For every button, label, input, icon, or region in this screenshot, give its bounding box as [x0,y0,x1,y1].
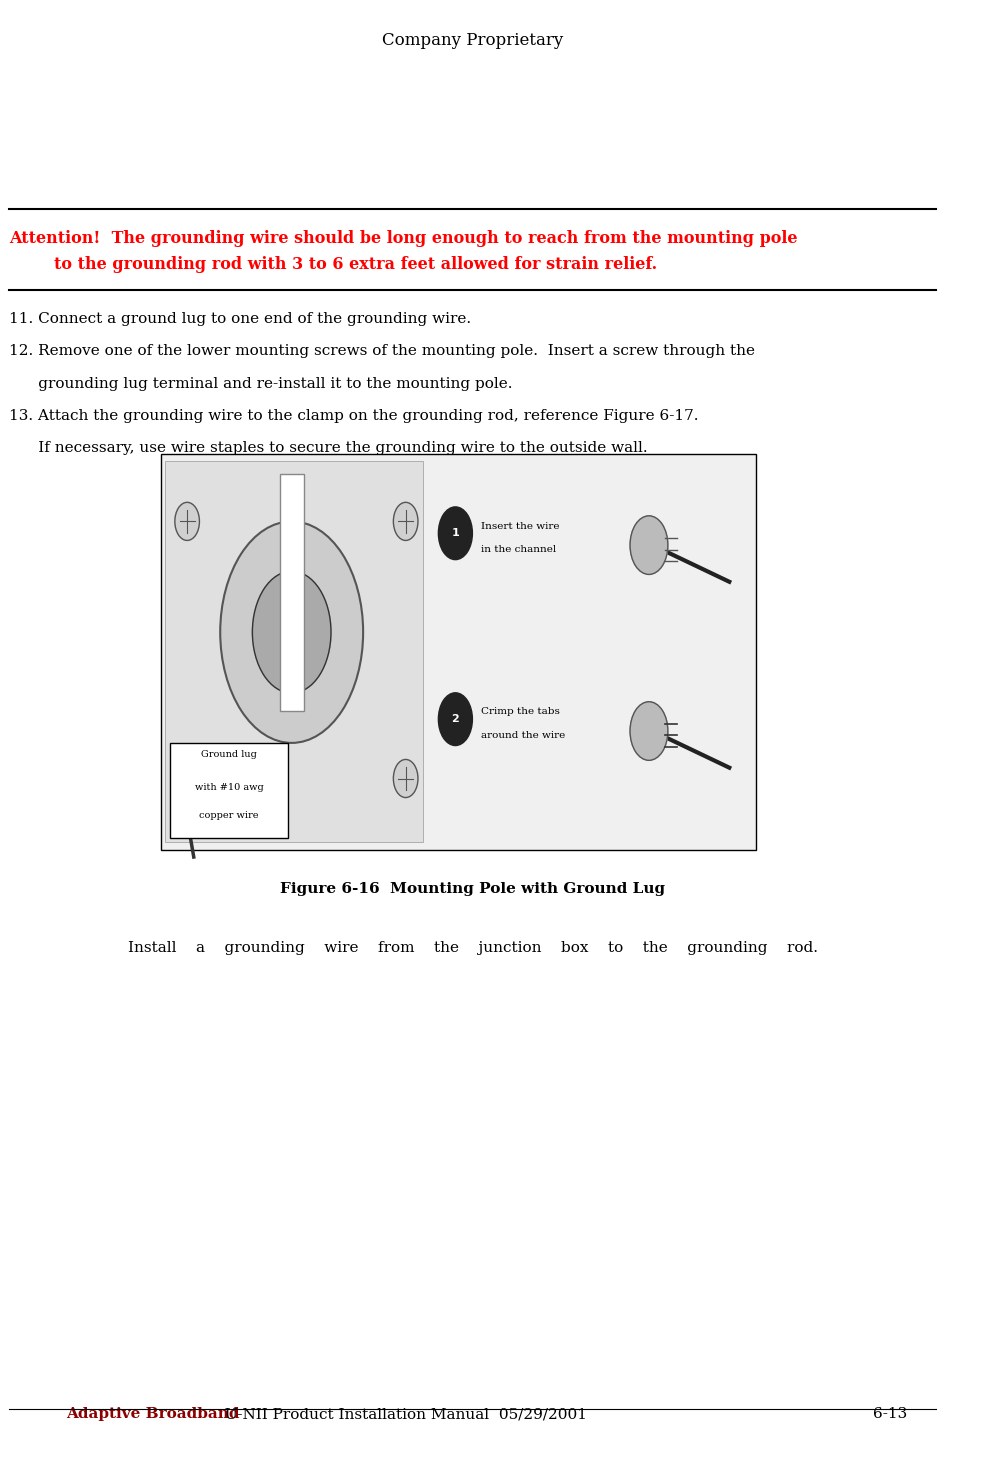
Text: 11. Connect a ground lug to one end of the grounding wire.: 11. Connect a ground lug to one end of t… [10,312,472,327]
Text: Ground lug: Ground lug [201,750,257,759]
Circle shape [393,759,418,797]
Text: with #10 awg: with #10 awg [195,782,264,791]
Text: 6-13: 6-13 [873,1406,907,1421]
Text: 1: 1 [451,529,459,538]
Bar [170,743,288,838]
Text: to the grounding rod with 3 to 6 extra feet allowed for strain relief.: to the grounding rod with 3 to 6 extra f… [10,256,657,274]
Text: 13. Attach the grounding wire to the clamp on the grounding rod, reference Figur: 13. Attach the grounding wire to the cla… [10,409,698,423]
Bar [166,461,423,842]
Bar [161,454,756,850]
Text: Attention!  The grounding wire should be long enough to reach from the mounting : Attention! The grounding wire should be … [10,230,798,248]
Bar [280,475,303,712]
Circle shape [252,571,331,693]
Text: copper wire: copper wire [199,812,259,820]
Circle shape [630,516,668,574]
Text: Company Proprietary: Company Proprietary [382,32,563,50]
Text: Install    a    grounding    wire    from    the    junction    box    to    the: Install a grounding wire from the juncti… [128,941,817,955]
Text: Crimp the tabs: Crimp the tabs [481,708,560,716]
Text: in the channel: in the channel [481,545,556,554]
Text: Adaptive Broadband: Adaptive Broadband [66,1406,239,1421]
Text: 12. Remove one of the lower mounting screws of the mounting pole.  Insert a scre: 12. Remove one of the lower mounting scr… [10,344,755,359]
Text: Figure 6-16  Mounting Pole with Ground Lug: Figure 6-16 Mounting Pole with Ground Lu… [280,882,665,897]
Circle shape [175,502,199,541]
Text: grounding lug terminal and re-install it to the mounting pole.: grounding lug terminal and re-install it… [10,377,513,391]
Text: U-NII Product Installation Manual  05/29/2001: U-NII Product Installation Manual 05/29/… [216,1406,588,1421]
Text: If necessary, use wire staples to secure the grounding wire to the outside wall.: If necessary, use wire staples to secure… [10,441,648,456]
Text: around the wire: around the wire [481,731,565,740]
Circle shape [439,693,473,746]
Text: Insert the wire: Insert the wire [481,522,559,530]
Text: 2: 2 [451,713,459,724]
Circle shape [439,507,473,560]
Circle shape [220,522,363,743]
Circle shape [393,502,418,541]
Circle shape [175,759,199,797]
Circle shape [630,702,668,760]
